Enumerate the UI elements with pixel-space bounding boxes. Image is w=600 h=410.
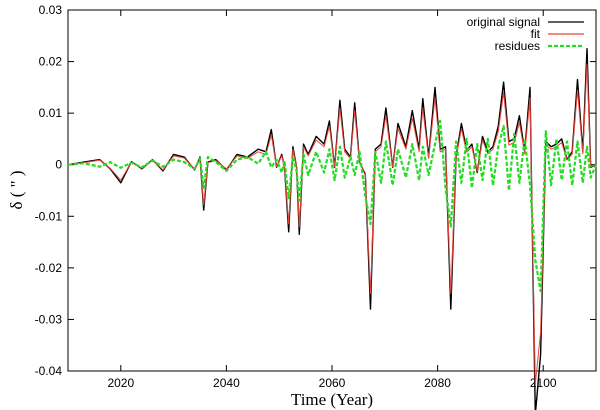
y-axis-label: δ ( " ) (7, 170, 26, 209)
y-tick-label: 0.03 (39, 3, 63, 17)
x-tick-label: 2060 (319, 376, 346, 390)
axis-ticks: 2020 2040 2060 2080 2100 -0.04 -0.03 -0.02 -0.01… (35, 3, 596, 390)
series-line-original-signal (67, 48, 597, 410)
x-tick-label: 2100 (530, 376, 557, 390)
y-tick-label: -0.03 (35, 312, 63, 326)
x-tick-label: 2020 (107, 376, 134, 390)
series-layer (67, 48, 598, 410)
x-axis-label: Time (Year) (291, 390, 373, 409)
y-tick-label: 0 (55, 158, 62, 172)
x-tick-label: 2080 (424, 376, 451, 390)
series-line-fit (67, 63, 597, 385)
y-tick-label: -0.02 (35, 261, 63, 275)
y-tick-label: 0.01 (39, 106, 63, 120)
legend-label: fit (531, 27, 541, 41)
legend-label: original signal (467, 15, 540, 29)
plot-frame (67, 9, 597, 372)
series-line-residues (67, 119, 598, 293)
y-tick-label: -0.01 (35, 209, 63, 223)
y-tick-label: 0.02 (39, 55, 63, 69)
y-tick-label: -0.04 (35, 364, 63, 378)
x-tick-label: 2040 (213, 376, 240, 390)
legend-label: residues (495, 39, 540, 53)
